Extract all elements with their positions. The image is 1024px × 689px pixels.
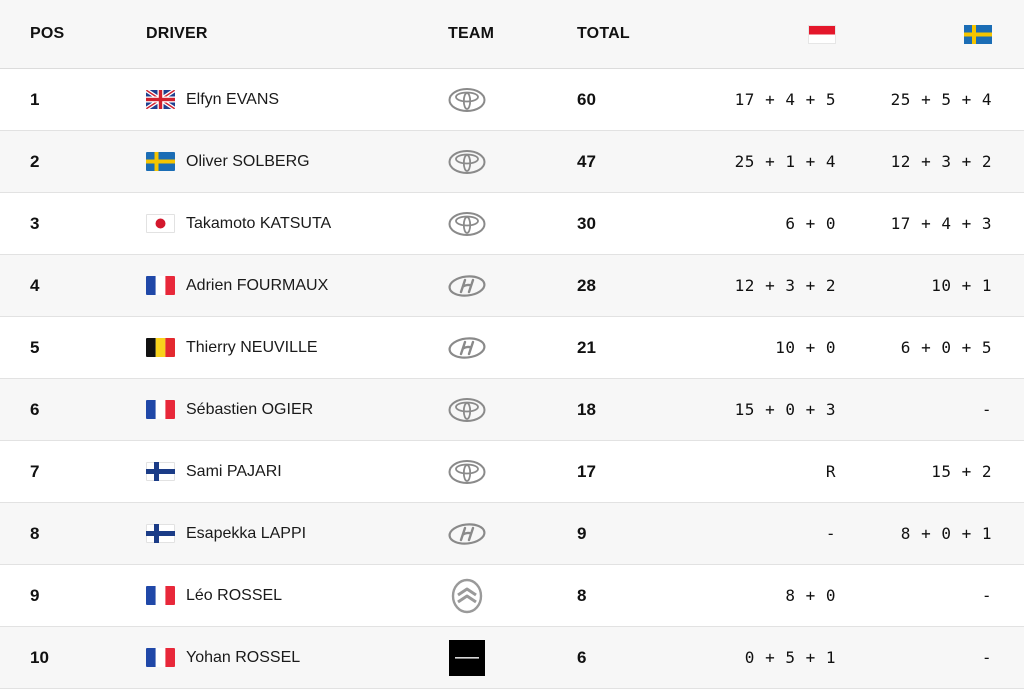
lancia-logo-icon <box>448 639 486 676</box>
toyota-logo-icon <box>448 392 486 428</box>
position-value: 6 <box>30 399 40 419</box>
total-points: 30 <box>577 213 596 233</box>
position-value: 2 <box>30 151 40 171</box>
rally1-points: 6 + 0 <box>785 214 836 233</box>
rally2-points: - <box>981 648 992 667</box>
rally2-points: 6 + 0 + 5 <box>900 338 992 357</box>
table-row[interactable]: 5 Thierry NEUVILLE 21 10 + 0 6 + 0 + 5 <box>0 317 1024 379</box>
rally2-points: 8 + 0 + 1 <box>900 524 992 543</box>
total-points: 17 <box>577 461 596 481</box>
france-flag-icon <box>146 586 175 605</box>
france-flag-icon <box>146 400 175 419</box>
total-points: 47 <box>577 151 596 171</box>
driver-name[interactable]: Elfyn EVANS <box>186 90 280 108</box>
driver-name[interactable]: Yohan ROSSEL <box>186 648 301 666</box>
driver-name[interactable]: Sami PAJARI <box>186 462 282 480</box>
sweden-flag-icon[interactable] <box>964 24 992 44</box>
table-row[interactable]: 2 Oliver SOLBERG 47 25 + 1 + 4 12 + 3 + … <box>0 131 1024 193</box>
position-value: 9 <box>30 585 40 605</box>
total-points: 21 <box>577 337 596 357</box>
rally1-points: R <box>825 462 836 481</box>
rally2-points: 17 + 4 + 3 <box>890 214 992 233</box>
table-row[interactable]: 8 Esapekka LAPPI 9 - 8 + 0 + 1 <box>0 503 1024 565</box>
rally2-points: 10 + 1 <box>931 276 992 295</box>
total-points: 6 <box>577 647 587 667</box>
total-points: 60 <box>577 89 596 109</box>
total-points: 18 <box>577 399 596 419</box>
rally2-points: - <box>981 400 992 419</box>
toyota-logo-icon <box>448 82 486 118</box>
finland-flag-icon <box>146 462 175 481</box>
driver-name[interactable]: Adrien FOURMAUX <box>186 276 329 294</box>
driver-name[interactable]: Thierry NEUVILLE <box>186 338 318 356</box>
citroen-logo-icon <box>448 578 486 614</box>
driver-name[interactable]: Esapekka LAPPI <box>186 524 307 542</box>
table-row[interactable]: 6 Sébastien OGIER 18 15 + 0 + 3 - <box>0 379 1024 441</box>
rally2-points: - <box>981 586 992 605</box>
rally1-points: 8 + 0 <box>785 586 836 605</box>
france-flag-icon <box>146 648 175 667</box>
table-row[interactable]: 4 Adrien FOURMAUX 28 12 + 3 + 2 10 + 1 <box>0 255 1024 317</box>
header-team[interactable]: TEAM <box>448 25 495 42</box>
finland-flag-icon <box>146 524 175 543</box>
position-value: 4 <box>30 275 40 295</box>
driver-name[interactable]: Oliver SOLBERG <box>186 152 310 170</box>
monaco-flag-icon[interactable] <box>808 24 836 44</box>
driver-name[interactable]: Sébastien OGIER <box>186 400 314 418</box>
table-row[interactable]: 10 Yohan ROSSEL 6 0 + 5 + 1 - <box>0 627 1024 689</box>
rally2-points: 12 + 3 + 2 <box>890 152 992 171</box>
position-value: 5 <box>30 337 40 357</box>
position-value: 3 <box>30 213 40 233</box>
toyota-logo-icon <box>448 454 486 490</box>
position-value: 7 <box>30 461 40 481</box>
table-row[interactable]: 9 Léo ROSSEL 8 8 + 0 - <box>0 565 1024 627</box>
rally1-points: 0 + 5 + 1 <box>744 648 836 667</box>
table-header: POS DRIVER TEAM TOTAL <box>0 0 1024 69</box>
toyota-logo-icon <box>448 144 486 180</box>
table-row[interactable]: 1 Elfyn EVANS 60 17 + 4 + 5 25 + 5 + 4 <box>0 69 1024 131</box>
hyundai-logo-icon <box>448 330 486 366</box>
total-points: 8 <box>577 585 587 605</box>
driver-name[interactable]: Léo ROSSEL <box>186 586 283 604</box>
rally1-points: 25 + 1 + 4 <box>734 152 836 171</box>
rally2-points: 25 + 5 + 4 <box>890 90 992 109</box>
uk-flag-icon <box>146 90 175 109</box>
toyota-logo-icon <box>448 206 486 242</box>
rally1-points: - <box>825 524 836 543</box>
table-row[interactable]: 3 Takamoto KATSUTA 30 6 + 0 17 + 4 + 3 <box>0 193 1024 255</box>
header-driver[interactable]: DRIVER <box>146 25 208 42</box>
hyundai-logo-icon <box>448 516 486 552</box>
hyundai-logo-icon <box>448 268 486 304</box>
rally2-points: 15 + 2 <box>931 462 992 481</box>
rally1-points: 12 + 3 + 2 <box>734 276 836 295</box>
total-points: 28 <box>577 275 596 295</box>
position-value: 8 <box>30 523 40 543</box>
total-points: 9 <box>577 523 587 543</box>
belgium-flag-icon <box>146 338 175 357</box>
rally1-points: 15 + 0 + 3 <box>734 400 836 419</box>
position-value: 10 <box>30 647 49 667</box>
position-value: 1 <box>30 89 40 109</box>
table-row[interactable]: 7 Sami PAJARI 17 R 15 + 2 <box>0 441 1024 503</box>
driver-name[interactable]: Takamoto KATSUTA <box>186 214 332 232</box>
rally1-points: 17 + 4 + 5 <box>734 90 836 109</box>
sweden-flag-icon <box>146 152 175 171</box>
rally1-points: 10 + 0 <box>775 338 836 357</box>
france-flag-icon <box>146 276 175 295</box>
header-total[interactable]: TOTAL <box>577 25 630 42</box>
header-pos[interactable]: POS <box>30 25 65 42</box>
japan-flag-icon <box>146 214 175 233</box>
